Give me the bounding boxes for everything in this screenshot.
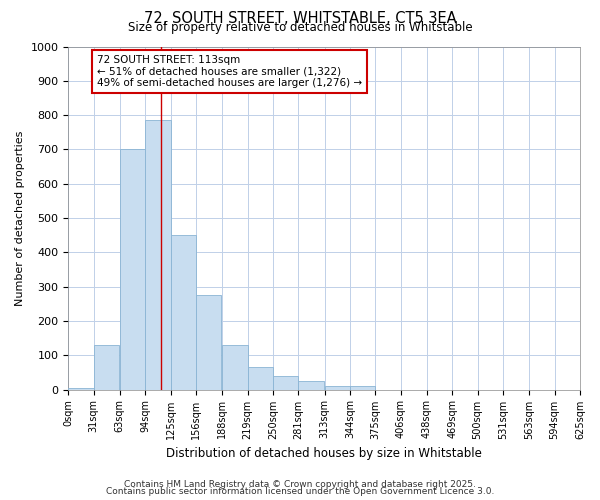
Bar <box>222 345 248 390</box>
X-axis label: Distribution of detached houses by size in Whitstable: Distribution of detached houses by size … <box>166 447 482 460</box>
Bar <box>196 295 221 390</box>
Y-axis label: Number of detached properties: Number of detached properties <box>15 130 25 306</box>
Bar <box>170 235 196 390</box>
Bar <box>248 368 273 390</box>
Bar <box>325 386 350 390</box>
Text: 72 SOUTH STREET: 113sqm
← 51% of detached houses are smaller (1,322)
49% of semi: 72 SOUTH STREET: 113sqm ← 51% of detache… <box>97 55 362 88</box>
Bar <box>94 345 119 390</box>
Bar <box>68 388 94 390</box>
Bar <box>298 381 324 390</box>
Bar <box>273 376 298 390</box>
Text: 72, SOUTH STREET, WHITSTABLE, CT5 3EA: 72, SOUTH STREET, WHITSTABLE, CT5 3EA <box>143 11 457 26</box>
Bar <box>145 120 170 390</box>
Text: Contains HM Land Registry data © Crown copyright and database right 2025.: Contains HM Land Registry data © Crown c… <box>124 480 476 489</box>
Text: Size of property relative to detached houses in Whitstable: Size of property relative to detached ho… <box>128 21 472 34</box>
Bar <box>350 386 376 390</box>
Text: Contains public sector information licensed under the Open Government Licence 3.: Contains public sector information licen… <box>106 488 494 496</box>
Bar <box>120 150 145 390</box>
